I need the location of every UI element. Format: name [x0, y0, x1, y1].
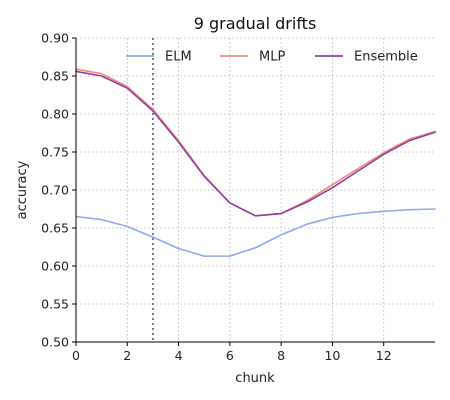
- tick-labels: 0.50 0.55 0.60 0.65 0.70 0.75 0.80 0.85 0.90 0 2 4 6…: [41, 31, 392, 364]
- chart-title: 9 gradual drifts: [194, 14, 317, 33]
- series-layer: [75, 68, 436, 257]
- y-tick-label: 0.70: [41, 183, 69, 198]
- y-tick-label: 0.55: [41, 297, 69, 312]
- x-tick-label: 2: [123, 348, 131, 363]
- x-tick-label: 4: [175, 348, 183, 363]
- x-tick-label: 10: [324, 348, 340, 363]
- y-tick-label: 0.80: [41, 107, 69, 122]
- y-tick-label: 0.50: [41, 335, 69, 350]
- legend: ELM MLP Ensemble: [126, 50, 418, 65]
- y-tick-label: 0.85: [41, 69, 69, 84]
- x-tick-label: 12: [376, 348, 392, 363]
- y-tick-label: 0.60: [41, 259, 69, 274]
- legend-label-mlp: MLP: [259, 50, 285, 65]
- axes: [72, 37, 435, 346]
- x-tick-label: 8: [277, 348, 285, 363]
- series-line-ensemble: [75, 70, 436, 217]
- legend-label-elm: ELM: [165, 50, 192, 65]
- y-tick-label: 0.75: [41, 145, 69, 160]
- x-tick-label: 6: [226, 348, 234, 363]
- legend-label-ensemble: Ensemble: [354, 50, 418, 65]
- x-tick-label: 0: [72, 348, 80, 363]
- series-line-elm: [75, 208, 436, 257]
- x-axis-title: chunk: [235, 371, 275, 386]
- y-tick-label: 0.65: [41, 221, 69, 236]
- y-tick-label: 0.90: [41, 31, 69, 46]
- y-axis-title: accuracy: [15, 160, 30, 219]
- grid: [75, 37, 435, 343]
